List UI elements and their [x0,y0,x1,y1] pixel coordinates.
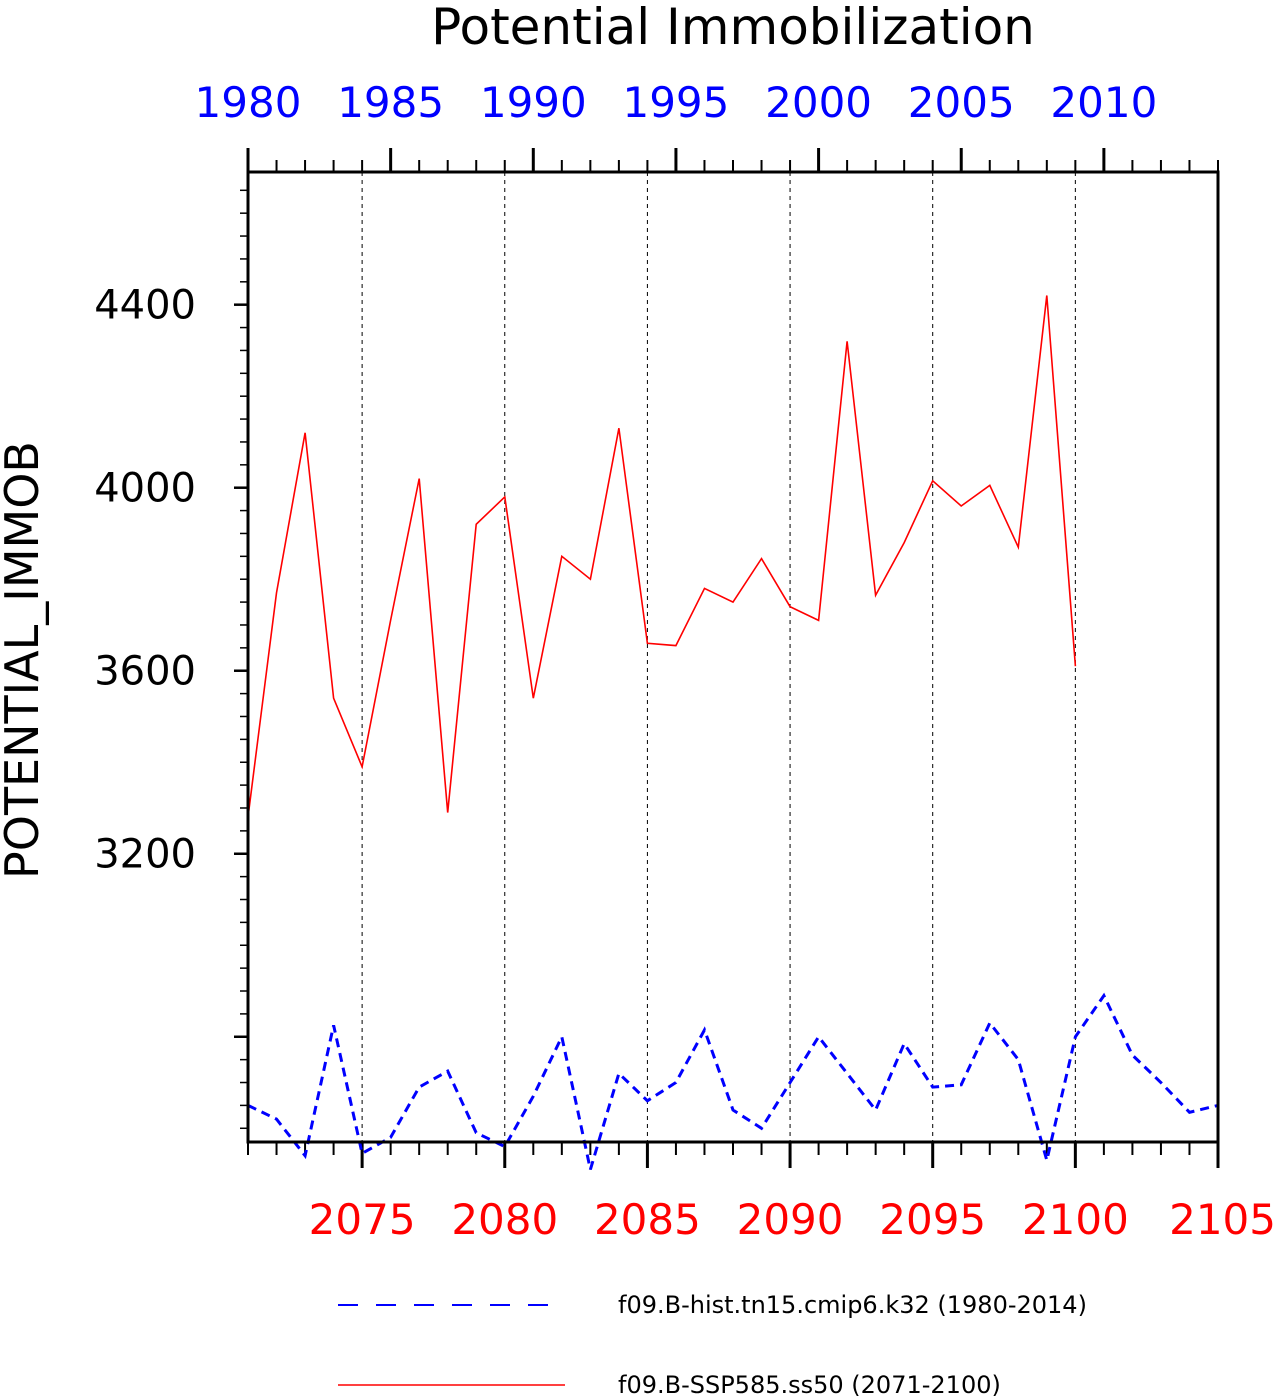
bottom-x-tick-label: 2075 [309,1195,416,1244]
legend-label-hist: f09.B-hist.tn15.cmip6.k32 (1980-2014) [618,1291,1087,1319]
bottom-x-tick-label: 2100 [1022,1195,1129,1244]
series-line-ssp585 [247,295,1077,818]
y-tick-label: 3600 [94,649,196,695]
y-tick-label: 4400 [94,283,196,329]
bottom-x-tick-label: 2090 [737,1195,844,1244]
y-axis-label: POTENTIAL_IMMOB [0,441,49,879]
grid-lines [361,172,1076,1142]
top-x-tick-label: 2000 [765,78,872,127]
legend: f09.B-hist.tn15.cmip6.k32 (1980-2014) f0… [338,1291,1087,1399]
series-lines [247,295,1219,1170]
bottom-x-tick-label: 2105 [1169,1195,1276,1244]
chart-title: Potential Immobilization [431,0,1035,56]
bottom-x-tick-labels: 2075 2080 2085 2090 2095 2100 2105 [309,1195,1276,1244]
bottom-x-tick-label: 2080 [451,1195,558,1244]
top-x-tick-label: 1980 [195,78,302,127]
top-x-tick-label: 1985 [337,78,444,127]
bottom-x-tick-label: 2085 [594,1195,701,1244]
y-tick-label: 3200 [94,832,196,878]
bottom-x-tick-label: 2095 [879,1195,986,1244]
plot-frame [246,170,1220,1144]
axis-ticks [234,148,1220,1168]
top-x-tick-label: 1995 [622,78,729,127]
top-x-tick-labels: 1980 1985 1990 1995 2000 2005 2010 [195,78,1158,127]
legend-label-ssp585: f09.B-SSP585.ss50 (2071-2100) [618,1371,1001,1399]
top-x-tick-label: 1990 [480,78,587,127]
top-x-tick-label: 2005 [908,78,1015,127]
top-x-tick-label: 2010 [1050,78,1157,127]
series-line-hist [247,992,1219,1170]
y-tick-label: 4000 [94,466,196,512]
y-tick-labels: 3200 3600 4000 4400 [94,283,196,878]
